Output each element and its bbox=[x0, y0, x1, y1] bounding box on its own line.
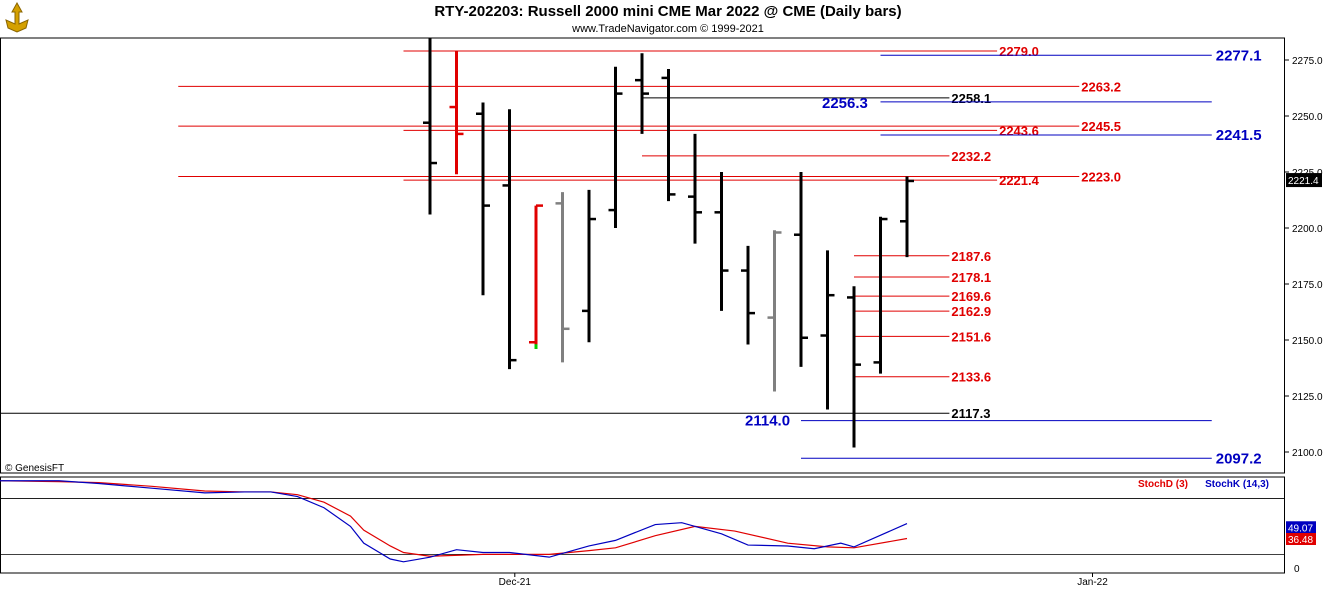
level-label-2114.0: 2114.0 bbox=[745, 413, 790, 430]
date-axis-label: Jan-22 bbox=[1077, 577, 1108, 588]
level-label-2223.0: 2223.0 bbox=[1081, 169, 1121, 184]
level-label-2178.1: 2178.1 bbox=[951, 270, 991, 285]
current-price-label: 2221.4 bbox=[1288, 176, 1319, 187]
stoch-value-badge-0 bbox=[1286, 521, 1316, 534]
stoch-line-d bbox=[0, 480, 908, 557]
stochastic-plot-frame bbox=[0, 476, 1285, 574]
level-label-2258.1: 2258.1 bbox=[951, 91, 991, 106]
tradenavigator-logo-icon bbox=[2, 2, 32, 34]
chart-title: RTY-202203: Russell 2000 mini CME Mar 20… bbox=[434, 3, 902, 20]
price-plot-frame bbox=[0, 37, 1285, 474]
stoch-line-k bbox=[0, 480, 908, 563]
stoch-value-label-1: 36.48 bbox=[1288, 535, 1313, 546]
date-axis-label: Dec-21 bbox=[499, 577, 532, 588]
watermark: © GenesisFT bbox=[5, 463, 65, 474]
level-label-2162.9: 2162.9 bbox=[951, 304, 991, 319]
level-label-2169.6: 2169.6 bbox=[951, 289, 991, 304]
stoch-axis-label: 0 bbox=[1294, 564, 1300, 575]
current-price-badge bbox=[1286, 173, 1322, 188]
price-axis-label: 2250.0 bbox=[1292, 112, 1323, 123]
price-axis-label: 2100.0 bbox=[1292, 448, 1323, 459]
legend-stochk: StochK (14,3) bbox=[1205, 479, 1269, 490]
price-axis-label: 2200.0 bbox=[1292, 224, 1323, 235]
chart-subtitle: www.TradeNavigator.com © 1999-2021 bbox=[572, 23, 764, 35]
level-label-2221.4: 2221.4 bbox=[999, 173, 1040, 188]
level-label-2151.6: 2151.6 bbox=[951, 329, 991, 344]
level-label-2245.5: 2245.5 bbox=[1081, 119, 1121, 134]
level-label-2187.6: 2187.6 bbox=[951, 249, 991, 264]
level-label-2241.5: 2241.5 bbox=[1216, 127, 1262, 144]
level-label-2256.3: 2256.3 bbox=[822, 95, 868, 112]
legend-stochd: StochD (3) bbox=[1138, 479, 1188, 490]
price-axis-label: 2275.0 bbox=[1292, 56, 1323, 67]
stoch-value-badge-1 bbox=[1286, 532, 1316, 545]
level-label-2117.3: 2117.3 bbox=[951, 406, 990, 421]
level-label-2243.6: 2243.6 bbox=[999, 123, 1039, 138]
level-label-2097.2: 2097.2 bbox=[1216, 450, 1262, 467]
price-axis-label: 2125.0 bbox=[1292, 392, 1323, 403]
stoch-value-label-0: 49.07 bbox=[1288, 523, 1313, 534]
price-axis-label: 2175.0 bbox=[1292, 280, 1323, 291]
level-label-2232.2: 2232.2 bbox=[951, 149, 991, 164]
level-label-2133.6: 2133.6 bbox=[951, 370, 991, 385]
level-label-2277.1: 2277.1 bbox=[1216, 47, 1262, 64]
price-axis-label: 2150.0 bbox=[1292, 336, 1323, 347]
level-label-2263.2: 2263.2 bbox=[1081, 79, 1121, 94]
level-label-2279.0: 2279.0 bbox=[999, 44, 1039, 59]
